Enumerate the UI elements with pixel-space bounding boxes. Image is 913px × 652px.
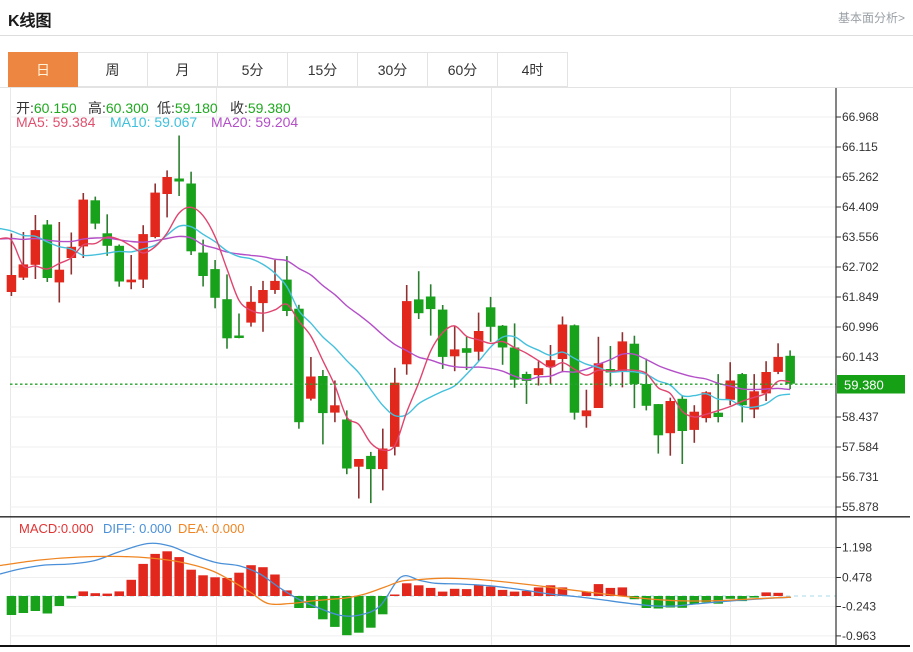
svg-text:65.262: 65.262 — [842, 170, 879, 184]
svg-text:62.702: 62.702 — [842, 260, 879, 274]
svg-text:60.143: 60.143 — [842, 350, 879, 364]
svg-text:66.115: 66.115 — [842, 140, 878, 154]
svg-text:59.380: 59.380 — [844, 378, 884, 393]
svg-text:-0.243: -0.243 — [842, 600, 876, 614]
svg-text:0.478: 0.478 — [842, 571, 872, 585]
svg-text:60.996: 60.996 — [842, 320, 879, 334]
svg-text:57.584: 57.584 — [842, 440, 879, 454]
svg-text:66.968: 66.968 — [842, 110, 879, 124]
svg-text:1.198: 1.198 — [842, 541, 872, 555]
svg-text:61.849: 61.849 — [842, 290, 879, 304]
svg-text:64.409: 64.409 — [842, 200, 879, 214]
svg-text:58.437: 58.437 — [842, 410, 879, 424]
svg-text:63.556: 63.556 — [842, 230, 879, 244]
svg-text:-0.963: -0.963 — [842, 629, 876, 643]
svg-text:55.878: 55.878 — [842, 500, 879, 514]
svg-text:56.731: 56.731 — [842, 470, 879, 484]
